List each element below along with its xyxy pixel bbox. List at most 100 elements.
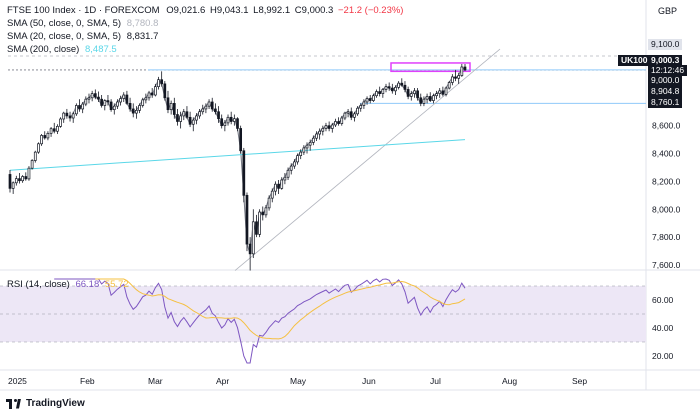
tradingview-logo[interactable]: TradingView bbox=[6, 398, 85, 409]
candle-body bbox=[176, 114, 179, 122]
candle-body bbox=[428, 96, 432, 101]
month-tick-label: Jun bbox=[362, 376, 376, 386]
candle-body bbox=[30, 160, 34, 169]
month-tick-label: Mar bbox=[148, 376, 163, 386]
candle-body bbox=[147, 92, 151, 99]
candle-body bbox=[223, 122, 227, 127]
candle-body bbox=[163, 83, 167, 99]
level-9100-tag: 9,100.0 bbox=[648, 39, 683, 50]
month-tick-label: Apr bbox=[216, 376, 229, 386]
candle-body bbox=[191, 119, 195, 125]
candle-body bbox=[394, 86, 397, 92]
candle-body bbox=[463, 66, 467, 71]
candle-body bbox=[308, 142, 312, 146]
candle-body bbox=[384, 86, 388, 90]
time-axis: 2025 Feb Mar Apr May Jun Jul Aug Sep bbox=[8, 376, 587, 386]
candle-body bbox=[18, 178, 21, 182]
candle-body bbox=[239, 128, 243, 152]
candle-body bbox=[157, 79, 160, 88]
tradingview-icon bbox=[6, 398, 22, 409]
month-tick-label: Jul bbox=[430, 376, 441, 386]
candle-body bbox=[97, 96, 100, 100]
candle-body bbox=[378, 91, 382, 94]
candle-body bbox=[188, 116, 192, 125]
candles bbox=[8, 63, 467, 271]
candle-body bbox=[400, 82, 404, 86]
candle-body bbox=[109, 101, 113, 110]
price-tick-label: 8,400.0 bbox=[652, 149, 681, 159]
level-8760-tag: 8,760.1 bbox=[648, 97, 683, 108]
candle-body bbox=[406, 89, 410, 97]
rsi-ma-line bbox=[95, 278, 466, 340]
rsi-value: 66.18 bbox=[75, 279, 100, 290]
candle-body bbox=[264, 207, 268, 216]
ohlc-close: C9,000.3 bbox=[294, 5, 334, 16]
candle-body bbox=[68, 115, 72, 119]
candle-body bbox=[330, 124, 334, 129]
sma200-line bbox=[9, 139, 466, 171]
sma20-legend: SMA (20, close, 0, SMA, 5) 8,831.7 bbox=[7, 30, 158, 43]
candle-body bbox=[116, 101, 119, 107]
candle-body bbox=[286, 169, 290, 178]
candle-body bbox=[236, 118, 239, 129]
candle-body bbox=[444, 87, 448, 95]
candle-body bbox=[296, 155, 299, 163]
candle-body bbox=[141, 99, 145, 106]
candle-body bbox=[172, 103, 176, 115]
candle-body bbox=[258, 211, 261, 235]
candle-body bbox=[403, 84, 407, 90]
candle-body bbox=[438, 90, 442, 94]
candle-body bbox=[324, 125, 328, 129]
candle-body bbox=[37, 143, 40, 153]
candle-body bbox=[362, 101, 366, 106]
candle-body bbox=[416, 90, 419, 99]
sma50-line bbox=[164, 66, 466, 255]
candle-body bbox=[169, 103, 173, 110]
candle-body bbox=[112, 105, 116, 110]
candle-body bbox=[441, 90, 445, 95]
candle-body bbox=[217, 111, 220, 120]
candle-body bbox=[397, 82, 400, 88]
price-tick-label: 8,000.0 bbox=[652, 204, 681, 214]
sma20-line bbox=[69, 66, 466, 255]
candle-body bbox=[144, 97, 148, 101]
candle-body bbox=[138, 105, 141, 111]
candle-body bbox=[337, 121, 340, 124]
candle-body bbox=[125, 94, 129, 104]
ohlc-high: H9,043.1 bbox=[209, 5, 249, 16]
candle-body bbox=[201, 108, 205, 113]
tradingview-name: TradingView bbox=[26, 398, 85, 409]
resistance-box bbox=[390, 62, 471, 73]
candle-body bbox=[182, 111, 186, 117]
candle-body bbox=[340, 117, 344, 124]
candle-body bbox=[204, 105, 208, 110]
candle-body bbox=[289, 165, 293, 171]
candle-body bbox=[349, 111, 353, 118]
candle-body bbox=[226, 116, 230, 124]
candle-body bbox=[359, 105, 363, 109]
candle-body bbox=[24, 176, 28, 180]
symbol-tag: UK100 bbox=[618, 55, 651, 66]
moving-averages bbox=[9, 66, 466, 255]
candle-body bbox=[59, 118, 62, 127]
rsi-legend: RSI (14, close) 66.18 55.72 bbox=[7, 278, 129, 291]
candle-body bbox=[245, 194, 249, 245]
candle-body bbox=[270, 190, 274, 199]
price-tick-label: 7,800.0 bbox=[652, 232, 681, 242]
candle-body bbox=[451, 76, 454, 83]
candle-body bbox=[49, 128, 53, 134]
candle-body bbox=[119, 98, 122, 103]
rsi-tick-label: 60.00 bbox=[652, 295, 674, 305]
candle-body bbox=[232, 118, 236, 122]
currency-label: GBP bbox=[658, 6, 678, 16]
candle-body bbox=[40, 135, 43, 145]
candle-body bbox=[311, 137, 315, 143]
candle-body bbox=[84, 98, 88, 105]
candle-body bbox=[106, 100, 110, 103]
candle-body bbox=[198, 111, 201, 117]
candle-body bbox=[62, 112, 66, 120]
candle-body bbox=[327, 125, 331, 129]
last-price-tag: 9,000.3 bbox=[648, 55, 683, 66]
level-9000-tag: 9,000.0 bbox=[648, 75, 683, 86]
